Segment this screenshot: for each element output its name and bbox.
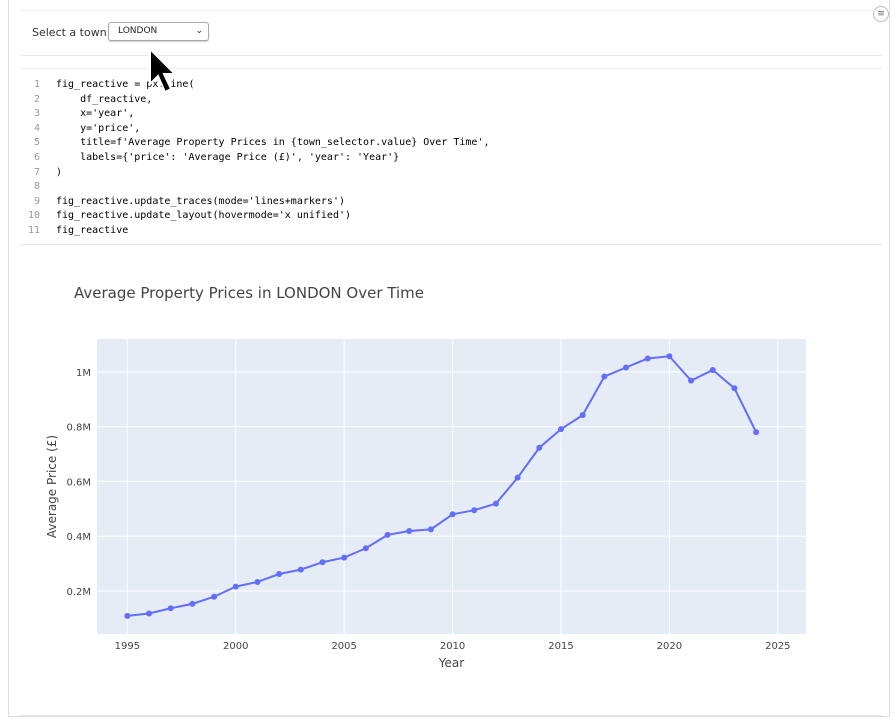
data-point [666, 353, 673, 360]
line-number: 1 [33, 79, 40, 90]
data-point [427, 526, 434, 533]
x-tick-label: 2015 [548, 641, 573, 652]
code-line: 4 y='price', [20, 123, 140, 138]
data-point [189, 600, 196, 607]
line-number: 8 [33, 181, 40, 193]
data-point [232, 583, 239, 590]
data-point [731, 385, 738, 392]
x-axis-title: Year [438, 656, 464, 670]
line-number: 5 [33, 137, 40, 149]
code-text: df_reactive, [56, 93, 153, 105]
plot-area [97, 339, 806, 634]
data-point [514, 474, 521, 481]
data-point [276, 571, 283, 578]
y-tick-label: 1M [76, 368, 91, 379]
data-point [341, 554, 348, 561]
code-line: 3 x='year', [20, 108, 134, 123]
code-line: 2 df_reactive, [20, 94, 152, 109]
line-number: 11 [27, 225, 40, 236]
x-tick-label: 2000 [223, 641, 248, 652]
data-point [536, 444, 543, 451]
chart-title: Average Property Prices in LONDON Over T… [74, 284, 424, 302]
y-tick-label: 0.8M [66, 423, 91, 434]
x-tick-label: 2020 [657, 641, 682, 652]
data-point [557, 426, 564, 433]
data-point [124, 612, 131, 619]
code-text: fig_reactive [56, 225, 129, 236]
code-text: title=f'Average Property Prices in {town… [56, 137, 490, 149]
data-point [211, 593, 218, 600]
code-cell[interactable]: 1 fig_reactive = px.line(2 df_reactive, 3 … [20, 68, 882, 241]
data-point [644, 355, 651, 362]
data-point [471, 507, 478, 514]
data-point [709, 366, 716, 373]
town-selector-dropdown[interactable]: LONDON ⌄ [108, 22, 209, 41]
line-number: 2 [33, 93, 40, 105]
code-line: 6 labels={'price': 'Average Price (£)', … [20, 152, 399, 167]
code-text: fig_reactive.update_layout(hovermode='x … [56, 210, 352, 222]
code-text: fig_reactive = px.line( [56, 79, 195, 90]
code-line: 10 fig_reactive.update_layout(hovermode='… [20, 210, 351, 225]
x-tick-label: 2005 [331, 641, 356, 652]
y-axis-title: Average Price (£) [45, 435, 59, 538]
code-text: fig_reactive.update_traces(mode='lines+m… [56, 195, 345, 207]
line-number: 7 [33, 166, 40, 178]
line-number: 10 [27, 210, 40, 222]
data-point [406, 528, 413, 535]
line-number: 6 [33, 152, 40, 163]
x-tick-label: 1995 [115, 641, 140, 652]
data-point [384, 531, 391, 538]
code-line: 1 fig_reactive = px.line( [20, 79, 195, 94]
data-point [254, 578, 261, 585]
data-point [688, 377, 695, 384]
data-point [362, 545, 369, 552]
data-point [297, 566, 304, 573]
series-line [127, 355, 758, 617]
code-line: 11 fig_reactive [20, 225, 128, 240]
y-tick-label: 0.6M [66, 477, 91, 488]
data-point [601, 373, 608, 380]
data-point [449, 511, 456, 518]
data-point [146, 610, 153, 617]
x-tick-label: 2025 [765, 641, 790, 652]
y-tick-label: 0.2M [66, 587, 91, 598]
y-tick-label: 0.4M [66, 532, 91, 543]
town-selector-value: LONDON [118, 26, 158, 36]
data-point [492, 500, 499, 507]
code-text: labels={'price': 'Average Price (£)', 'y… [56, 152, 400, 163]
code-text: y='price', [56, 122, 141, 134]
code-line: 5 title=f'Average Property Prices in {to… [20, 137, 490, 152]
code-text: x='year', [56, 108, 135, 120]
code-line: 8 [20, 181, 56, 196]
line-number: 3 [33, 108, 40, 120]
line-number: 4 [33, 122, 40, 134]
notebook-frame [8, 0, 890, 717]
data-point [579, 412, 586, 419]
town-selector-label: Select a town: [32, 26, 111, 39]
line-number: 9 [33, 195, 40, 207]
x-tick-label: 2010 [440, 641, 465, 652]
data-point [319, 559, 326, 566]
code-text: ) [56, 166, 63, 178]
data-point [167, 605, 174, 612]
code-line: 7) [20, 167, 62, 182]
code-line: 9 fig_reactive.update_traces(mode='lines+… [20, 196, 345, 211]
mouse-cursor-icon [149, 46, 178, 94]
data-point [753, 429, 760, 436]
town-selector-widget: Select a town: LONDON ⌄ [20, 10, 882, 56]
data-point [623, 364, 630, 371]
chevron-down-icon: ⌄ [195, 26, 203, 36]
line-chart[interactable]: 0.2M 0.4M 0.6M 0.8M 1M 1995 2000 2005 2010 2015 20… [20, 245, 882, 715]
chart-output: 0.2M 0.4M 0.6M 0.8M 1M 1995 2000 2005 2010 2015 20… [20, 244, 882, 716]
